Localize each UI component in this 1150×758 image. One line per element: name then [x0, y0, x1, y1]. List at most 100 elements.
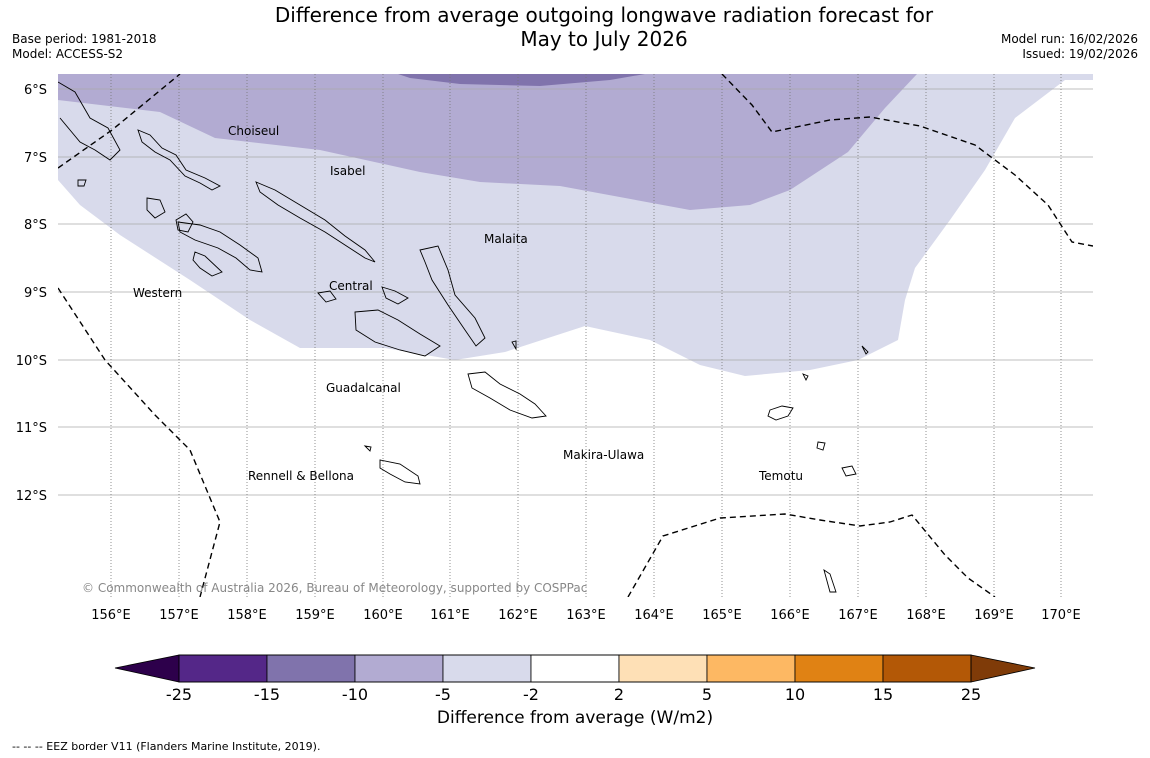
island-rennell — [379, 459, 421, 485]
label-temotu: Temotu — [758, 469, 803, 483]
colorbar-segment — [794, 654, 884, 683]
label-makira-ulawa: Makira-Ulawa — [563, 448, 644, 462]
lat-label: 9°S — [24, 286, 47, 301]
copyright-text: © Commonwealth of Australia 2026, Bureau… — [82, 581, 587, 595]
base-period: Base period: 1981-2018 — [12, 32, 157, 46]
place-labels: Choiseul Isabel Malaita Western Central … — [133, 124, 803, 483]
lat-label: 6°S — [24, 83, 47, 98]
island-santa-cruz — [767, 405, 794, 421]
lon-label: 166°E — [770, 608, 810, 623]
colorbar-extend-low — [114, 654, 180, 683]
colorbar-segment — [178, 654, 268, 683]
island-florida — [381, 286, 409, 305]
island-bougainville — [58, 81, 121, 161]
island-reef-islands — [802, 373, 809, 382]
map-area: Choiseul Isabel Malaita Western Central … — [58, 74, 1093, 597]
lon-label: 159°E — [295, 608, 335, 623]
model-name: Model: ACCESS-S2 — [12, 47, 124, 61]
lon-label: 162°E — [498, 608, 538, 623]
colorbar-segments — [178, 654, 972, 683]
colorbar-segment — [706, 654, 796, 683]
colorbar-segment — [618, 654, 708, 683]
colorbar-tick: 5 — [702, 685, 712, 704]
lon-label: 168°E — [906, 608, 946, 623]
meta-right: Model run: 16/02/2026 Issued: 19/02/2026 — [1001, 32, 1138, 62]
anomaly-band-dark — [398, 74, 645, 86]
island-malaita — [419, 245, 486, 347]
island-ulawa — [511, 340, 517, 351]
island-new-georgia — [177, 221, 263, 273]
label-rennell-bellona: Rennell & Bellona — [248, 469, 354, 483]
label-western: Western — [133, 286, 182, 300]
island-kolombangara — [175, 213, 194, 233]
colorbar-segment — [530, 654, 620, 683]
lat-labels: 6°S 7°S 8°S 9°S 10°S 11°S 12°S — [16, 83, 47, 504]
lat-label: 8°S — [24, 218, 47, 233]
map-title: Difference from average outgoing longwav… — [200, 3, 1008, 51]
label-guadalcanal: Guadalcanal — [326, 381, 401, 395]
issued-date: Issued: 19/02/2026 — [1022, 47, 1138, 61]
model-run: Model run: 16/02/2026 — [1000, 32, 1138, 46]
label-isabel: Isabel — [330, 164, 365, 178]
colorbar-tick: -10 — [342, 685, 368, 704]
island-vanikoro — [841, 465, 857, 477]
colorbar-extend-high — [970, 654, 1036, 683]
colorbar-segment — [266, 654, 356, 683]
island-tikopia — [823, 568, 837, 593]
island-bellona — [363, 445, 372, 452]
lon-label: 161°E — [430, 608, 470, 623]
lon-label: 167°E — [838, 608, 878, 623]
colorbar-tick: 15 — [873, 685, 893, 704]
eez-legend-note: -- -- -- EEZ border V11 (Flanders Marine… — [12, 740, 321, 753]
island-utupua — [816, 441, 826, 451]
island-isabel — [255, 181, 376, 263]
colorbar-label: Difference from average (W/m2) — [436, 708, 714, 728]
title-line-1: Difference from average outgoing longwav… — [274, 3, 934, 27]
island-ontong-java — [861, 345, 869, 355]
colorbar-tick: 10 — [785, 685, 805, 704]
lat-label: 11°S — [16, 421, 47, 436]
colorbar-tick: -25 — [166, 685, 192, 704]
colorbar-segment — [354, 654, 444, 683]
label-choiseul: Choiseul — [228, 124, 279, 138]
island-rendova — [192, 251, 223, 277]
island-russell — [317, 290, 337, 303]
lon-label: 157°E — [159, 608, 199, 623]
colorbar-ticks: -25 -15 -10 -5 -2 2 5 10 15 25 — [166, 685, 981, 704]
island-vella-lavella — [146, 197, 166, 219]
colorbar-tick: 25 — [961, 685, 981, 704]
lon-labels: 156°E 157°E 158°E 159°E 160°E 161°E 162°… — [91, 608, 1081, 623]
title-line-2: May to July 2026 — [520, 27, 688, 51]
lon-label: 156°E — [91, 608, 131, 623]
lat-gridlines — [58, 88, 1093, 496]
island-savo — [354, 309, 441, 357]
lat-label: 10°S — [16, 354, 47, 369]
colorbar-tick: -2 — [523, 685, 539, 704]
lon-label: 169°E — [974, 608, 1014, 623]
lon-label: 160°E — [363, 608, 403, 623]
lat-label: 7°S — [24, 151, 47, 166]
colorbar-tick: -15 — [254, 685, 280, 704]
colorbar-segment — [882, 654, 972, 683]
islands — [58, 81, 869, 593]
island-treasury — [77, 179, 87, 187]
eez-borders — [58, 74, 1093, 597]
colorbar-tick: 2 — [614, 685, 624, 704]
meta-left: Base period: 1981-2018 Model: ACCESS-S2 — [12, 32, 157, 62]
colorbar-outline — [178, 654, 972, 683]
label-central: Central — [329, 279, 373, 293]
lon-label: 163°E — [566, 608, 606, 623]
lon-label: 164°E — [634, 608, 674, 623]
island-makira — [467, 371, 547, 419]
lon-label: 158°E — [227, 608, 267, 623]
island-choiseul — [137, 129, 221, 191]
lat-label: 12°S — [16, 489, 47, 504]
colorbar: -25 -15 -10 -5 -2 2 5 10 15 25 — [114, 654, 1036, 704]
colorbar-segment — [442, 654, 532, 683]
label-malaita: Malaita — [484, 232, 528, 246]
colorbar-tick: -5 — [435, 685, 451, 704]
anomaly-band-medium — [58, 74, 917, 210]
lon-label: 165°E — [702, 608, 742, 623]
lon-gridlines — [110, 74, 1062, 597]
